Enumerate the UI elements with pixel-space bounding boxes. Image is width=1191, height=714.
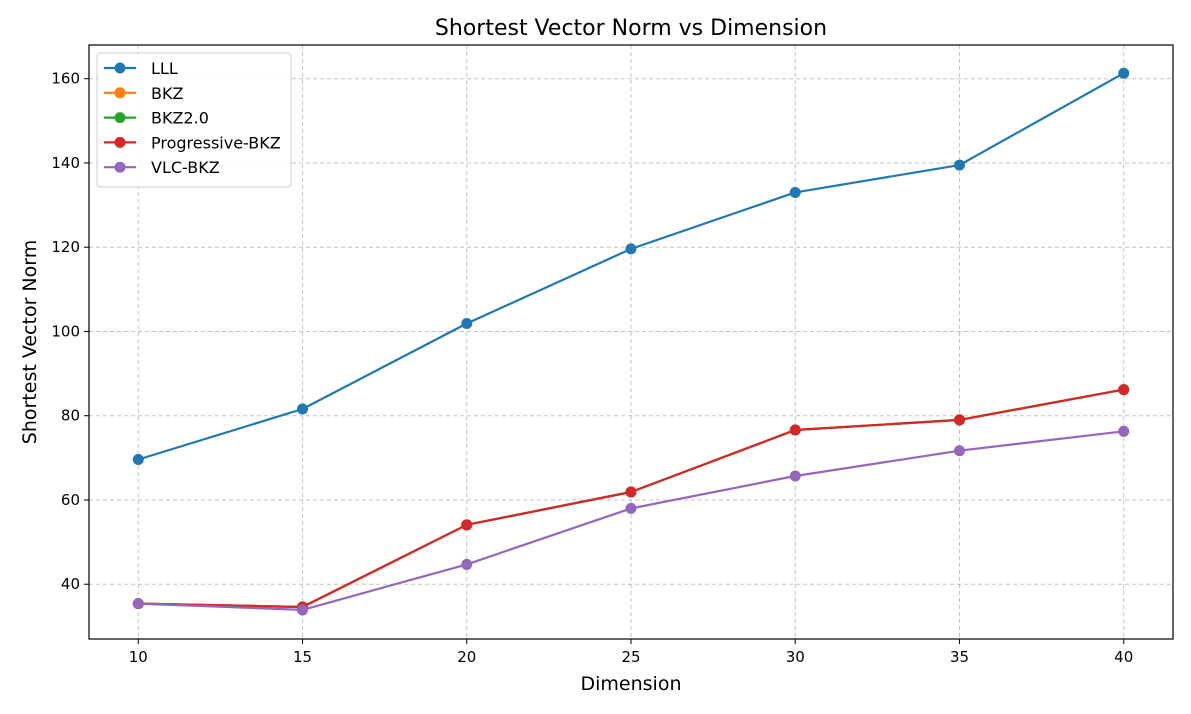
data-point-vlc-bkz [953,445,965,457]
x-tick-label: 20 [457,648,476,666]
y-tick-label: 120 [51,238,80,256]
data-point-lll [297,403,309,415]
y-tick-label: 40 [61,575,80,593]
data-point-vlc-bkz [1118,425,1130,437]
y-tick-label: 160 [51,70,80,88]
ticks-layer: 10 15 20 25 30 35 40 40 60 80 100 120 140 160 [51,70,1133,666]
x-tick-label: 10 [129,648,148,666]
legend-item: Progressive-BKZ [104,133,281,152]
data-point-progressive-bkz [625,486,637,498]
x-tick-label: 25 [621,648,640,666]
data-point-vlc-bkz [625,502,637,514]
legend-item: VLC-BKZ [104,158,220,177]
x-tick-label: 35 [950,648,969,666]
series-lll [132,67,1130,466]
y-tick-label: 60 [61,491,80,509]
data-point-vlc-bkz [297,604,309,616]
data-point-progressive-bkz [461,519,473,531]
legend-marker [114,87,126,99]
legend-label: BKZ2.0 [151,109,209,128]
legend-marker [114,112,126,124]
grid-layer [89,45,1173,639]
series-layer [132,67,1130,616]
data-point-progressive-bkz [1118,384,1130,396]
legend-box [96,52,292,188]
data-point-vlc-bkz [789,470,801,482]
y-tick-label: 80 [61,407,80,425]
data-point-lll [132,454,144,466]
legend-item: LLL [104,59,178,78]
legend-marker [114,161,126,173]
x-axis-title: Dimension [581,673,682,695]
series-vlc-bkz [132,425,1130,616]
series-line-bkz [138,388,1124,609]
series-line-bkz2-0 [138,388,1124,609]
x-tick-label: 40 [1114,648,1133,666]
chart-title: Shortest Vector Norm vs Dimension [435,16,827,41]
legend-label: Progressive-BKZ [151,133,281,152]
legend: LLL BKZ BKZ2.0 Progressive-BKZ VLC-BKZ [96,52,292,188]
data-point-progressive-bkz [789,424,801,436]
legend-label: LLL [151,59,178,78]
data-point-lll [1118,67,1130,79]
series-line-progressive-bkz [138,388,1124,609]
y-axis-title: Shortest Vector Norm [19,240,41,444]
data-point-lll [789,186,801,198]
data-point-vlc-bkz [132,598,144,610]
y-tick-label: 140 [51,154,80,172]
x-tick-label: 15 [293,648,312,666]
data-point-lll [461,317,473,329]
data-point-lll [625,243,637,255]
legend-marker [114,62,126,74]
legend-label: VLC-BKZ [151,158,220,177]
x-tick-label: 30 [786,648,805,666]
y-tick-label: 100 [51,322,80,340]
data-point-vlc-bkz [461,558,473,570]
data-point-lll [953,159,965,171]
legend-marker [114,136,126,148]
legend-item: BKZ2.0 [104,109,209,128]
legend-item: BKZ [104,84,183,103]
legend-label: BKZ [151,84,183,103]
data-point-progressive-bkz [953,414,965,426]
